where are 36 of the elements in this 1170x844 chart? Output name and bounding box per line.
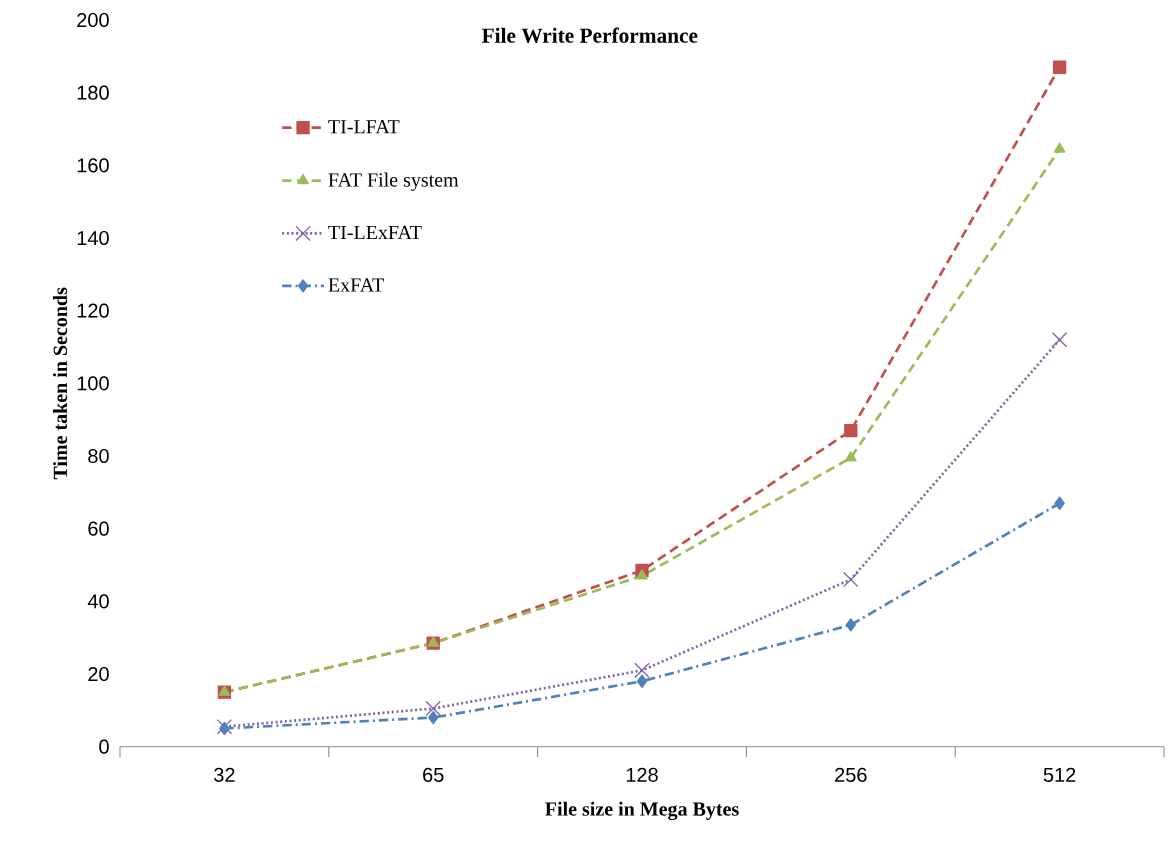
y-tick-label: 120 <box>77 303 109 318</box>
x-tick-label: 128 <box>626 767 658 782</box>
point <box>636 569 648 580</box>
point <box>843 571 859 588</box>
y-tick-label: 80 <box>88 448 109 464</box>
y-tick-label: 100 <box>77 376 109 391</box>
y-tick-label: 200 <box>77 12 109 28</box>
y-tick-label: 20 <box>88 666 109 682</box>
point <box>1054 496 1065 510</box>
legend-label: TI-LFAT <box>328 120 400 134</box>
y-tick-label: 60 <box>88 521 109 536</box>
point <box>844 451 857 462</box>
point <box>634 662 650 679</box>
legend-label: TI-LExFAT <box>328 225 422 240</box>
y-tick-label: 180 <box>77 85 109 100</box>
legend-label: FAT File system <box>328 172 459 191</box>
x-tick-label: 65 <box>423 767 444 782</box>
point <box>636 674 648 688</box>
point <box>844 423 858 438</box>
point <box>428 710 439 725</box>
chart-title: File Write Performance <box>481 27 698 43</box>
point <box>425 700 441 717</box>
y-tick-label: 40 <box>87 594 109 609</box>
point <box>1052 60 1067 74</box>
x-tick-label: 256 <box>835 767 867 782</box>
y-tick-label: 140 <box>77 230 109 246</box>
y-axis-title: Time taken in Seconds <box>53 287 68 480</box>
x-tick-label: 32 <box>214 767 235 782</box>
point <box>845 618 856 632</box>
y-tick-label: 160 <box>77 158 109 173</box>
point <box>1051 331 1068 348</box>
y-tick-label: 0 <box>99 739 109 754</box>
x-tick-label: 512 <box>1043 767 1076 782</box>
point <box>1053 142 1066 153</box>
legend-label: ExFAT <box>328 278 384 292</box>
x-axis-title: File size in Mega Bytes <box>545 801 739 821</box>
